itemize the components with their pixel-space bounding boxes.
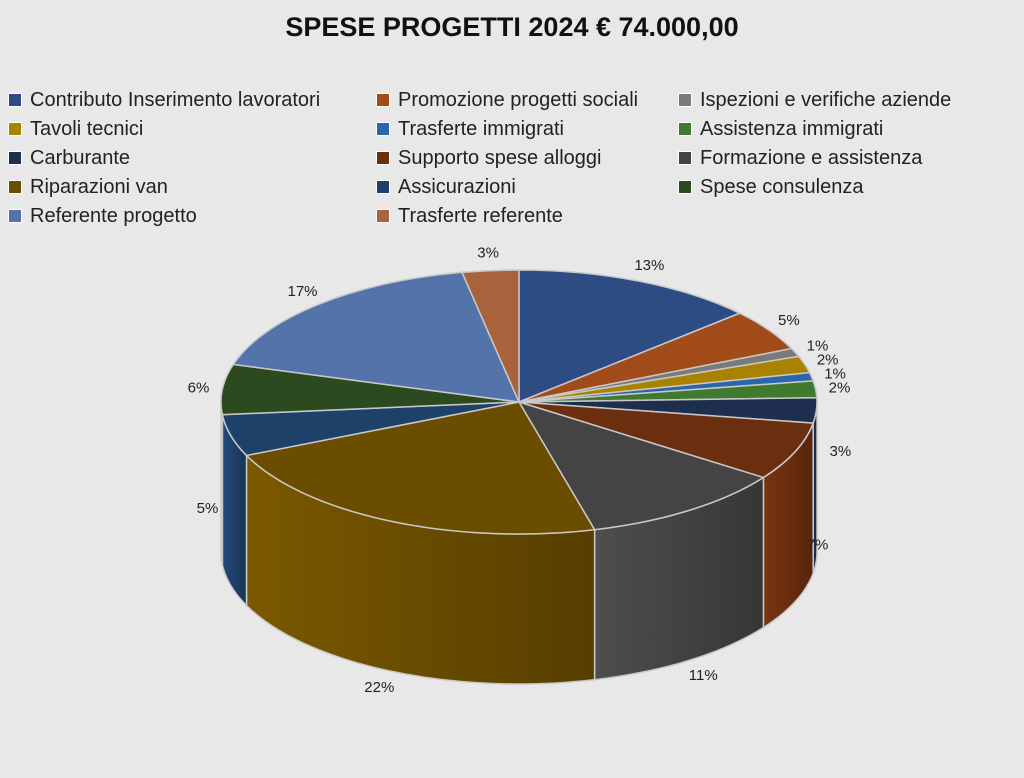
legend-item: Trasferte immigrati [376, 116, 678, 142]
data-label: 7% [807, 537, 829, 554]
data-label: 5% [778, 312, 800, 329]
legend-swatch [8, 122, 22, 136]
legend-swatch [8, 93, 22, 107]
data-label: 5% [197, 500, 219, 517]
legend-swatch [376, 209, 390, 223]
legend-item: Ispezioni e verifiche aziende [678, 87, 1008, 113]
legend-swatch [678, 93, 692, 107]
chart-title: SPESE PROGETTI 2024 € 74.000,00 [285, 12, 739, 42]
legend-label: Assicurazioni [398, 175, 516, 198]
pie-slice-7 [518, 401, 815, 479]
legend-label: Supporto spese alloggi [398, 146, 602, 169]
legend-label: Assistenza immigrati [700, 117, 884, 140]
legend-swatch [8, 180, 22, 194]
pie-side-11 [220, 401, 224, 565]
legend-swatch [376, 93, 390, 107]
legend-item: Trasferte referente [376, 203, 678, 229]
data-label: 13% [634, 257, 664, 274]
data-label: 22% [364, 679, 394, 696]
pie-slice-12 [232, 271, 521, 403]
legend-swatch [678, 151, 692, 165]
pie-slice-0 [518, 269, 742, 404]
pie-top [220, 269, 818, 535]
legend-swatch [376, 180, 390, 194]
legend-swatch [8, 151, 22, 165]
legend-label: Trasferte immigrati [398, 117, 564, 140]
pie-slice-13 [460, 269, 520, 403]
data-label: 2% [817, 351, 839, 368]
data-label: 3% [829, 443, 851, 460]
data-label: 6% [188, 380, 210, 397]
legend-item: Tavoli tecnici [8, 116, 376, 142]
legend-item: Promozione progetti sociali [376, 87, 678, 113]
data-label: 1% [824, 365, 846, 382]
legend-item: Contributo Inserimento lavoratori [8, 87, 376, 113]
legend-item: Formazione e assistenza [678, 145, 1008, 171]
legend-label: Referente progetto [30, 204, 197, 227]
legend-item: Riparazioni van [8, 174, 376, 200]
pie-labels: 13%5%1%2%1%2%3%7%11%22%5%6%17%3% [188, 245, 852, 696]
legend-swatch [8, 209, 22, 223]
data-label: 11% [689, 667, 718, 684]
legend-label: Promozione progetti sociali [398, 88, 639, 111]
data-label: 3% [477, 245, 499, 262]
pie-slice-8 [517, 400, 766, 531]
legend-label: Carburante [30, 146, 131, 169]
legend-item: Carburante [8, 145, 376, 171]
pie-slice-9 [244, 401, 596, 535]
legend: Contributo Inserimento lavoratori Promozi… [8, 87, 1018, 229]
legend-item: Referente progetto [8, 203, 376, 229]
legend-label: Contributo Inserimento lavoratori [30, 88, 321, 111]
legend-swatch [678, 180, 692, 194]
data-label: 2% [829, 380, 851, 397]
legend-item: Assicurazioni [376, 174, 678, 200]
legend-label: Trasferte referente [398, 204, 563, 227]
pie-side-walls [220, 401, 818, 685]
legend-swatch [376, 151, 390, 165]
legend-label: Spese consulenza [700, 175, 864, 198]
legend-swatch [376, 122, 390, 136]
legend-item: Spese consulenza [678, 174, 1008, 200]
data-label: 1% [807, 338, 829, 355]
legend-label: Riparazioni van [30, 175, 168, 198]
legend-item: Assistenza immigrati [678, 116, 1008, 142]
legend-item: Supporto spese alloggi [376, 145, 678, 171]
legend-label: Tavoli tecnici [30, 117, 144, 140]
legend-label: Formazione e assistenza [700, 146, 923, 169]
legend-swatch [678, 122, 692, 136]
data-label: 17% [288, 283, 318, 300]
legend-label: Ispezioni e verifiche aziende [700, 88, 952, 111]
